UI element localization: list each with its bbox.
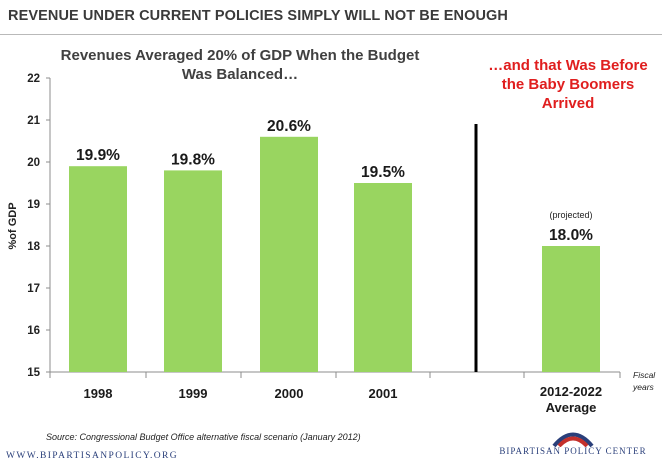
bar	[542, 246, 600, 372]
data-label: 19.5%	[361, 164, 405, 181]
data-label: 19.8%	[171, 151, 215, 168]
y-tick-label: 20	[27, 157, 40, 169]
x-tick-label: 2000	[275, 386, 304, 401]
logo-text: BIPARTISAN POLICY CENTER	[499, 446, 647, 456]
x-tick-label: 2012-2022	[540, 384, 602, 399]
website-link[interactable]: WWW.BIPARTISANPOLICY.ORG	[6, 451, 179, 461]
data-label: 19.9%	[76, 147, 120, 164]
data-label: 20.6%	[267, 118, 311, 135]
y-tick-label: 19	[27, 199, 40, 211]
arc-logo-icon	[552, 432, 594, 447]
y-tick-label: 16	[27, 325, 40, 337]
bpc-logo: BIPARTISAN POLICY CENTER	[488, 425, 658, 469]
callout-text: …and that Was Before the Baby Boomers Ar…	[488, 57, 648, 112]
x-tick-label: Average	[546, 400, 597, 415]
title-divider	[0, 34, 662, 35]
x-axis-label: Fiscal	[633, 370, 656, 380]
y-tick-label: 18	[27, 241, 40, 253]
bar	[354, 183, 412, 372]
y-tick-label: 21	[27, 115, 40, 127]
y-tick-label: 15	[27, 367, 40, 379]
slide-title: REVENUE UNDER CURRENT POLICIES SIMPLY WI…	[8, 8, 508, 24]
chart-title: Revenues Averaged 20% of GDP When the Bu…	[60, 47, 420, 83]
x-tick-label: 1998	[84, 386, 113, 401]
bar	[260, 136, 318, 372]
x-axis-label: years	[632, 382, 655, 392]
data-label: 18.0%	[549, 227, 593, 244]
source-note: Source: Congressional Budget Office alte…	[46, 432, 361, 442]
y-tick-label: 22	[27, 73, 40, 85]
x-tick-label: 1999	[179, 386, 208, 401]
projected-note: (projected)	[549, 210, 592, 220]
x-tick-label: 2001	[369, 386, 398, 401]
bar	[164, 170, 222, 372]
y-axis-label: %of GDP	[7, 202, 19, 249]
bar	[69, 166, 127, 372]
y-tick-label: 17	[27, 283, 40, 295]
